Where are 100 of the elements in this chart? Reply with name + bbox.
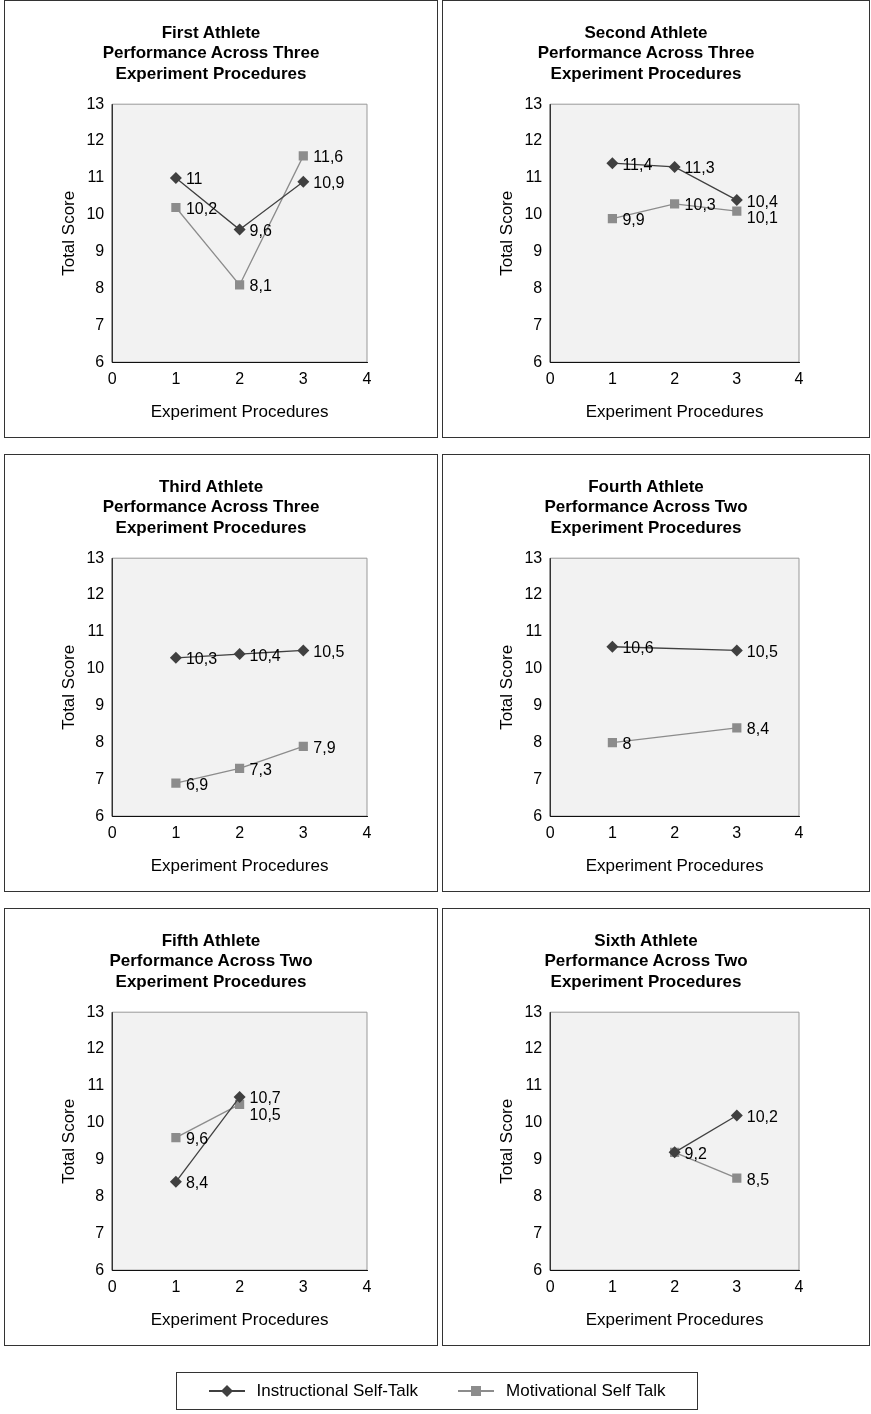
x-axis-title: Experiment Procedures [585,1310,764,1330]
point [233,223,246,236]
data-label: 8,4 [746,720,770,738]
data-label: 8 [622,735,632,753]
point [732,1173,742,1183]
y-tick-label: 10 [524,659,543,677]
data-label: 8,1 [249,277,272,295]
chart-title: Third Athlete Performance Across Three Experiment Procedures [102,476,320,537]
x-tick-label: 4 [362,370,372,388]
y-tick-label: 13 [524,548,543,566]
x-tick-label: 2 [235,824,245,842]
x-tick-label: 0 [545,1278,555,1296]
y-tick-label: 8 [95,279,105,297]
point [235,763,245,774]
y-tick-label: 6 [533,1260,543,1278]
y-tick-label: 10 [86,1113,105,1131]
point [235,280,245,290]
point [297,175,310,188]
data-label: 10,5 [746,642,779,660]
x-tick-label: 2 [670,824,680,842]
point [732,723,742,733]
x-tick-label: 4 [794,824,804,842]
data-label: 10,2 [185,199,218,217]
x-tick-label: 1 [607,370,617,388]
y-tick-label: 13 [86,548,105,566]
x-axis-title: Experiment Procedures [585,402,764,422]
y-axis-title: Total Score [58,1098,78,1184]
y-tick-label: 7 [533,315,543,333]
y-tick-label: 9 [533,696,543,714]
y-tick-label: 9 [95,1150,105,1168]
point [298,741,308,751]
point [730,194,743,207]
point [730,1109,743,1122]
x-tick-label: 4 [362,824,372,842]
point [732,206,742,216]
data-label: 10,4 [746,192,779,210]
x-axis-title: Experiment Procedures [585,856,764,876]
x-axis-title: Experiment Procedures [150,402,329,422]
y-tick-label: 12 [86,585,105,603]
x-tick-label: 3 [298,370,308,388]
y-tick-label: 11 [525,622,543,640]
point [297,644,310,657]
point [233,648,246,661]
chart-title: Second Athlete Performance Across Three Experiment Procedures [537,22,755,83]
data-label: 8,4 [185,1174,209,1192]
point [171,778,181,788]
x-tick-label: 0 [545,824,555,842]
x-tick-label: 2 [670,370,680,388]
y-tick-label: 8 [95,733,105,751]
x-tick-label: 3 [298,1278,308,1296]
x-tick-label: 0 [107,370,117,388]
y-tick-label: 8 [533,1187,543,1205]
x-tick-label: 1 [607,824,617,842]
y-tick-label: 13 [524,1002,543,1020]
y-axis-title: Total Score [496,190,516,276]
chart-title: First Athlete Performance Across Three Experiment Procedures [102,22,320,83]
y-tick-label: 8 [95,1187,105,1205]
point [606,157,619,170]
data-label: 9,9 [622,210,645,228]
data-label: 7,9 [313,738,336,756]
x-tick-label: 3 [732,824,742,842]
point [169,1175,182,1188]
x-tick-label: 1 [171,824,181,842]
data-label: 7,3 [249,760,272,778]
point [730,644,743,657]
y-tick-label: 7 [95,769,105,787]
data-label: 10,1 [746,208,779,226]
x-tick-label: 3 [732,1278,742,1296]
chart-title: Fifth Athlete Performance Across Two Experiment Procedures [109,930,313,991]
data-label: 10,2 [746,1107,779,1125]
data-label: 10,9 [313,174,345,192]
point [169,171,182,184]
x-axis-title: Experiment Procedures [150,1310,329,1330]
chart-title: Fourth Athlete Performance Across Two Experiment Procedures [544,476,748,537]
x-tick-label: 1 [171,370,181,388]
point [171,202,181,213]
point [670,199,680,209]
chart-title: Sixth Athlete Performance Across Two Experiment Procedures [544,930,748,991]
data-label: 11 [185,170,203,188]
y-tick-label: 11 [525,1076,543,1094]
data-label: 8,5 [746,1170,770,1188]
y-axis-title: Total Score [58,644,78,730]
y-tick-label: 6 [95,806,105,824]
x-tick-label: 1 [607,1278,617,1296]
y-tick-label: 6 [533,352,543,370]
y-tick-label: 12 [86,131,105,149]
x-tick-label: 0 [545,370,555,388]
legend-label: Instructional Self-Talk [256,1381,419,1401]
x-tick-label: 3 [732,370,742,388]
y-tick-label: 6 [95,1260,105,1278]
x-tick-label: 3 [298,824,308,842]
data-label: 11,6 [313,148,344,166]
x-axis-title: Experiment Procedures [150,856,329,876]
y-tick-label: 6 [533,806,543,824]
y-tick-label: 9 [533,1150,543,1168]
point [298,151,308,161]
y-axis-title: Total Score [58,190,78,276]
point [606,640,619,653]
y-tick-label: 10 [524,205,543,223]
x-tick-label: 2 [235,370,245,388]
